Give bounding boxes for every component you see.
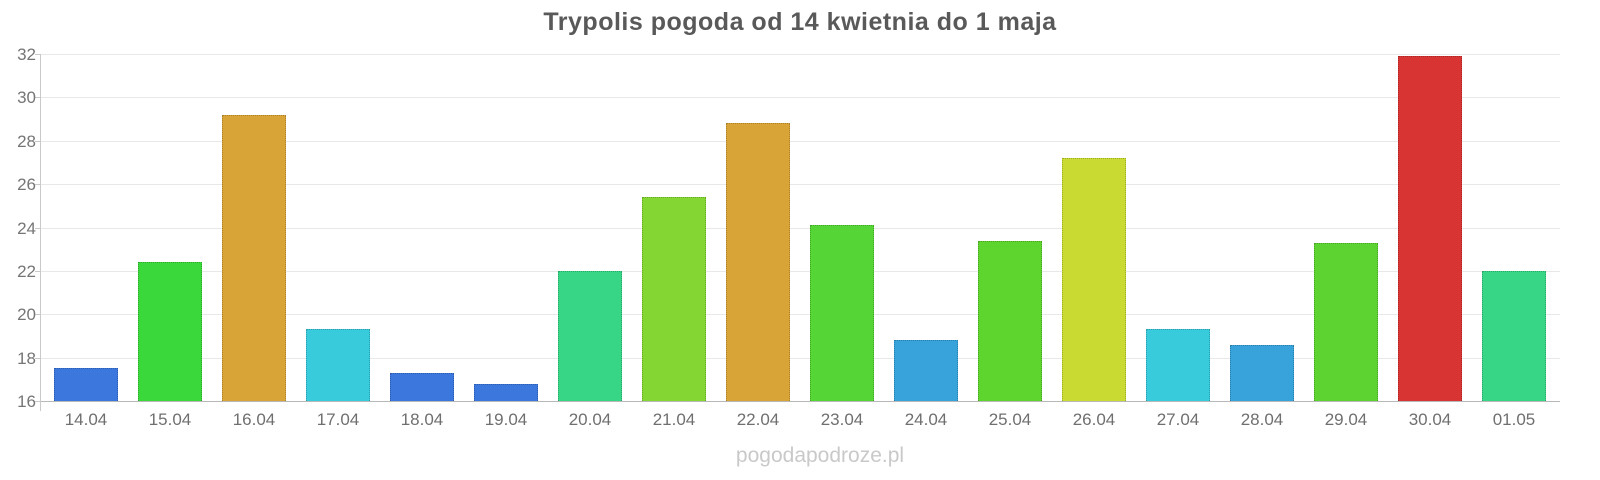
x-axis-line bbox=[40, 401, 1560, 402]
gridline-18 bbox=[40, 357, 1560, 359]
y-axis-tick-18 bbox=[35, 357, 40, 359]
gridline-30 bbox=[40, 97, 1560, 99]
y-axis-line bbox=[40, 54, 41, 411]
bar-24.04 bbox=[894, 340, 958, 401]
gridline-20 bbox=[40, 314, 1560, 316]
bar-26.04 bbox=[1062, 158, 1126, 401]
bar-17.04 bbox=[306, 329, 370, 401]
y-axis-label-32: 32 bbox=[17, 45, 36, 64]
x-axis-label-16.04: 16.04 bbox=[232, 410, 276, 429]
bar-25.04 bbox=[978, 240, 1042, 401]
bar-18.04 bbox=[390, 372, 454, 401]
y-axis-label-20: 20 bbox=[17, 305, 36, 325]
x-axis-label-24.04: 24.04 bbox=[904, 410, 948, 429]
y-axis-label-22: 22 bbox=[17, 261, 36, 281]
y-axis-tick-28 bbox=[35, 140, 40, 142]
y-axis-label-28: 28 bbox=[17, 131, 36, 151]
x-axis-origin-tick bbox=[40, 401, 41, 408]
gridline-28 bbox=[40, 140, 1560, 142]
watermark-text: pogodapodroze.pl bbox=[735, 444, 905, 467]
y-axis-label-24: 24 bbox=[17, 218, 36, 238]
y-axis-label-16: 16 bbox=[17, 392, 36, 411]
x-axis-label-20.04: 20.04 bbox=[568, 410, 612, 429]
bar-27.04 bbox=[1146, 329, 1210, 401]
x-axis-label-26.04: 26.04 bbox=[1072, 410, 1116, 429]
gridline-32 bbox=[40, 54, 1560, 55]
x-axis-label-30.04: 30.04 bbox=[1408, 410, 1452, 429]
bar-15.04 bbox=[138, 262, 202, 401]
y-axis-tick-26 bbox=[35, 184, 40, 186]
bar-22.04 bbox=[726, 123, 790, 401]
y-axis-label-18: 18 bbox=[17, 348, 36, 368]
chart-title: Trypolis pogoda od 14 kwietnia do 1 maja bbox=[543, 8, 1057, 36]
x-axis-label-15.04: 15.04 bbox=[148, 410, 192, 429]
y-axis-label-30: 30 bbox=[17, 88, 36, 108]
x-axis-label-14.04: 14.04 bbox=[64, 410, 108, 429]
y-axis-tick-32 bbox=[35, 54, 40, 55]
x-axis-label-01.05: 01.05 bbox=[1492, 410, 1536, 429]
x-axis-label-17.04: 17.04 bbox=[316, 410, 360, 429]
gridline-22 bbox=[40, 270, 1560, 272]
x-axis-label-28.04: 28.04 bbox=[1240, 410, 1284, 429]
bar-28.04 bbox=[1230, 344, 1294, 401]
gridline-24 bbox=[40, 227, 1560, 229]
gridline-26 bbox=[40, 184, 1560, 186]
x-axis-label-21.04: 21.04 bbox=[652, 410, 696, 429]
bar-19.04 bbox=[474, 383, 538, 401]
bar-21.04 bbox=[642, 197, 706, 401]
y-axis-tick-20 bbox=[35, 314, 40, 316]
y-axis-tick-24 bbox=[35, 227, 40, 229]
x-axis-label-25.04: 25.04 bbox=[988, 410, 1032, 429]
x-axis-label-29.04: 29.04 bbox=[1324, 410, 1368, 429]
y-axis-tick-16 bbox=[35, 401, 40, 402]
y-axis-tick-30 bbox=[35, 97, 40, 99]
bar-16.04 bbox=[222, 114, 286, 401]
bar-23.04 bbox=[810, 225, 874, 401]
y-axis-label-26: 26 bbox=[17, 175, 36, 195]
bar-14.04 bbox=[54, 368, 118, 401]
x-axis-label-22.04: 22.04 bbox=[736, 410, 780, 429]
bar-29.04 bbox=[1314, 242, 1378, 401]
x-axis-label-19.04: 19.04 bbox=[484, 410, 528, 429]
bar-30.04 bbox=[1398, 56, 1462, 401]
x-axis-label-27.04: 27.04 bbox=[1156, 410, 1200, 429]
x-axis-label-23.04: 23.04 bbox=[820, 410, 864, 429]
bar-01.05 bbox=[1482, 270, 1546, 401]
bar-20.04 bbox=[558, 270, 622, 401]
x-axis-label-18.04: 18.04 bbox=[400, 410, 444, 429]
y-axis-tick-22 bbox=[35, 270, 40, 272]
